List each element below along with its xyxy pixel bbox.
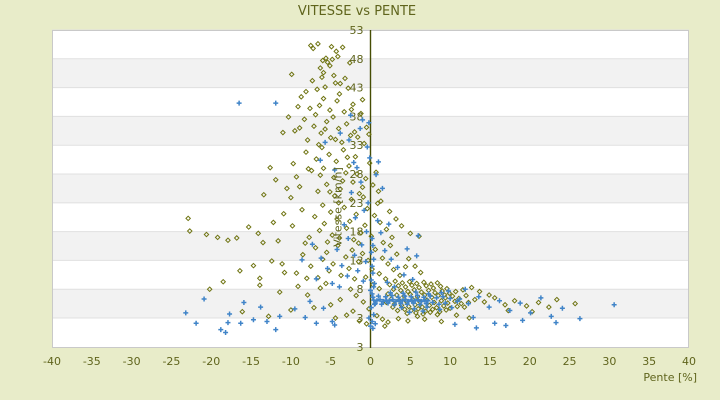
svg-text:-40: -40 (43, 355, 61, 368)
svg-text:10: 10 (443, 355, 457, 368)
svg-text:-25: -25 (162, 355, 180, 368)
svg-text:-15: -15 (242, 355, 260, 368)
chart-title: VITESSE vs PENTE (297, 4, 417, 19)
x-tick-labels: -40 -35 -30 -25 -20 -15 -10 -5 0 5 10 15 20 25 30 35 40 (43, 355, 696, 368)
svg-text:0: 0 (367, 355, 374, 368)
svg-text:43: 43 (350, 82, 364, 95)
svg-text:28: 28 (350, 168, 364, 181)
svg-text:-35: -35 (83, 355, 101, 368)
svg-text:53: 53 (350, 24, 364, 37)
svg-text:-20: -20 (202, 355, 220, 368)
svg-text:20: 20 (523, 355, 537, 368)
svg-text:30: 30 (602, 355, 616, 368)
svg-text:38: 38 (350, 110, 364, 123)
svg-text:-30: -30 (123, 355, 141, 368)
x-axis-title: Pente [%] (643, 371, 697, 384)
svg-text:-5: -5 (325, 355, 336, 368)
svg-text:-10: -10 (282, 355, 300, 368)
svg-text:3: 3 (357, 312, 364, 325)
svg-text:48: 48 (350, 53, 364, 66)
svg-text:35: 35 (642, 355, 656, 368)
svg-text:18: 18 (350, 226, 364, 239)
svg-text:5: 5 (407, 355, 414, 368)
svg-text:8: 8 (357, 283, 364, 296)
svg-text:40: 40 (682, 355, 696, 368)
svg-text:3: 3 (357, 341, 364, 354)
y-axis-title: Vitesse [km/h] (331, 167, 345, 247)
svg-text:25: 25 (563, 355, 577, 368)
svg-text:15: 15 (483, 355, 497, 368)
svg-text:23: 23 (350, 197, 364, 210)
series-serie-2 (183, 100, 617, 335)
svg-text:33: 33 (350, 139, 364, 152)
